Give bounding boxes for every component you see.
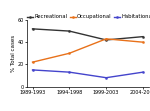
Habitational	[32, 69, 33, 71]
Occupational	[142, 42, 144, 43]
Recreational	[68, 30, 70, 32]
Occupational	[105, 38, 107, 40]
Line: Recreational: Recreational	[32, 28, 144, 41]
Line: Habitational: Habitational	[32, 69, 144, 79]
Line: Occupational: Occupational	[32, 38, 144, 63]
Legend: Recreational, Occupational, Habitational: Recreational, Occupational, Habitational	[27, 14, 150, 19]
Habitational	[68, 71, 70, 73]
Habitational	[105, 77, 107, 78]
Occupational	[32, 61, 33, 63]
Recreational	[32, 28, 33, 30]
Recreational	[105, 39, 107, 41]
Recreational	[142, 36, 144, 37]
Occupational	[68, 53, 70, 54]
Habitational	[142, 71, 144, 73]
Y-axis label: % Total cases: % Total cases	[11, 35, 16, 72]
